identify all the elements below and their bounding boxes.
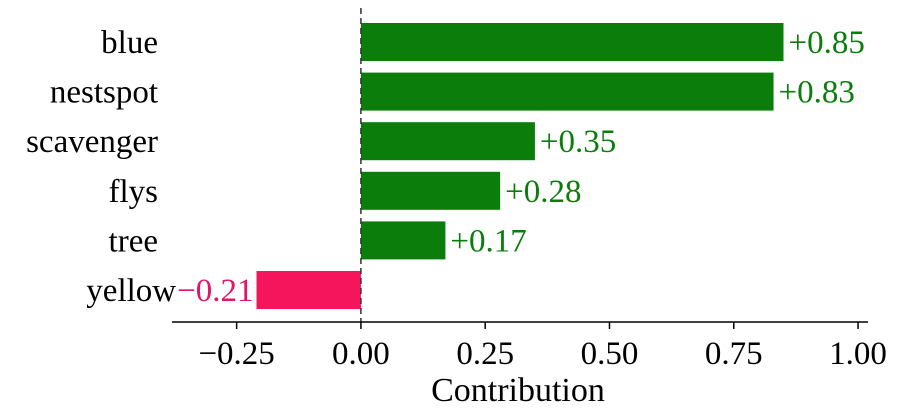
x-tick-label: −0.25 <box>198 336 274 372</box>
category-label-scavenger: scavenger <box>26 124 158 160</box>
x-axis-ticks: −0.25 0.00 0.25 0.50 0.75 1.00 <box>198 322 887 372</box>
value-label-tree: +0.17 <box>450 223 526 259</box>
bar-flys <box>360 171 501 210</box>
category-label-tree: tree <box>109 223 158 259</box>
value-label-yellow: −0.21 <box>177 273 253 309</box>
value-labels: +0.85 +0.83 +0.35 +0.28 +0.17 −0.21 <box>177 25 865 309</box>
category-label-blue: blue <box>101 25 158 61</box>
category-labels: blue nestspot scavenger flys tree yellow <box>26 25 176 309</box>
bar-tree <box>360 221 446 260</box>
x-tick-label: 0.50 <box>581 336 639 372</box>
x-axis-title: Contribution <box>431 372 605 409</box>
bar-yellow <box>256 271 361 309</box>
category-label-flys: flys <box>109 174 159 210</box>
x-tick-label: 0.75 <box>705 336 763 372</box>
bars-group <box>256 23 784 309</box>
x-tick-label: 1.00 <box>829 336 887 372</box>
x-tick-label: 0.00 <box>332 336 390 372</box>
category-label-nestspot: nestspot <box>50 75 158 111</box>
bar-scavenger <box>360 122 535 161</box>
bar-nestspot <box>360 72 774 111</box>
value-label-scavenger: +0.35 <box>540 124 616 160</box>
value-label-flys: +0.28 <box>505 174 581 210</box>
category-label-yellow: yellow <box>86 273 176 309</box>
x-tick-label: 0.25 <box>456 336 514 372</box>
value-label-nestspot: +0.83 <box>779 75 855 111</box>
value-label-blue: +0.85 <box>788 25 864 61</box>
bar-blue <box>360 23 784 61</box>
